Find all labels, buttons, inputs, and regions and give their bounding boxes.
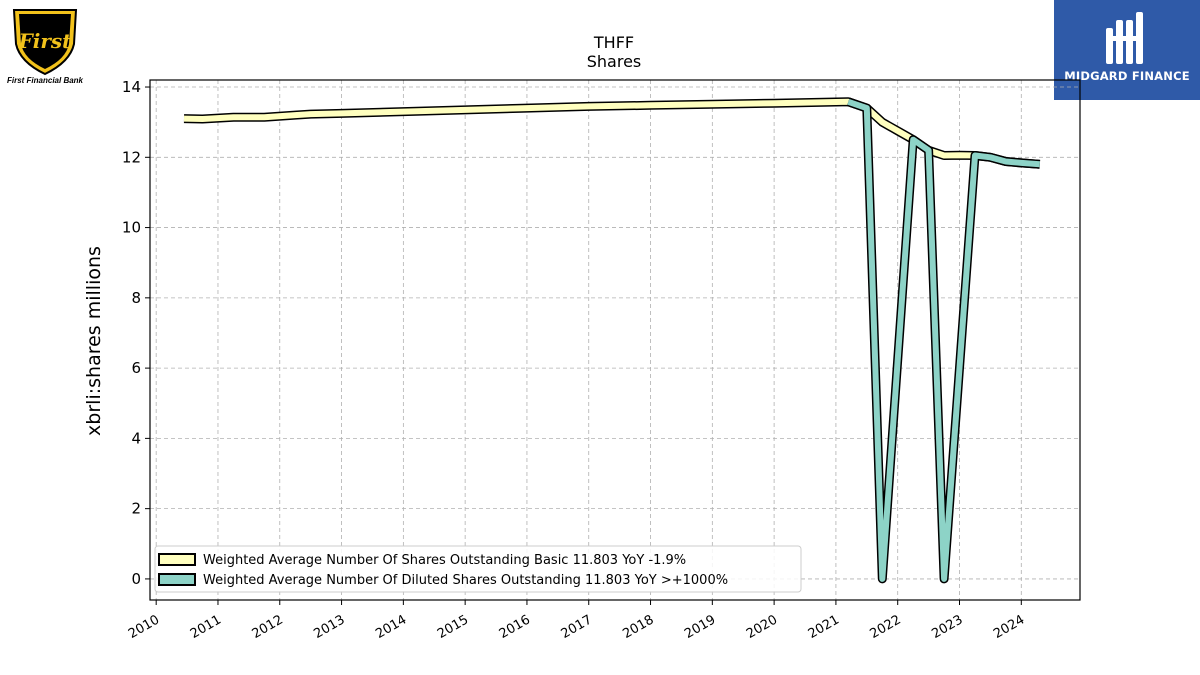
logo-bank-name: First Financial Bank [7,76,84,85]
grid-lines [150,80,1080,600]
series-line-0 [183,98,1041,168]
x-tick-label: 2021 [806,612,842,642]
legend: Weighted Average Number Of Shares Outsta… [154,545,802,593]
y-tick-label: 4 [131,429,141,447]
x-tick-label: 2017 [559,612,595,642]
x-tick-label: 2018 [620,612,656,642]
y-tick-label: 8 [131,289,141,307]
series-line-1 [847,98,1041,582]
x-tick-label: 2016 [497,612,533,642]
x-tick-label: 2011 [188,612,224,642]
midgard-logo-text: MIDGARD FINANCE [1064,69,1190,83]
legend-box [154,545,802,593]
logo-script-text: First [18,29,73,53]
x-tick-label: 2013 [311,612,347,642]
x-tick-label: 2019 [682,612,718,642]
y-tick-label: 6 [131,359,141,377]
x-tick-label: 2010 [126,612,162,642]
shield-logo-icon: First First Financial Bank [7,9,84,85]
midgard-mark-icon [1106,12,1143,64]
y-tick-label: 12 [122,148,141,166]
y-tick-label: 14 [122,78,141,96]
legend-label-0: Weighted Average Number Of Shares Outsta… [203,553,686,568]
chart-title: THFF [593,33,634,52]
x-tick-label: 2012 [250,612,286,642]
legend-swatch-0 [158,553,196,566]
legend-swatch-1 [158,573,196,586]
x-tick-label: 2024 [991,612,1027,642]
midgard-finance-logo: MIDGARD FINANCE [1054,0,1200,100]
y-tick-label: 0 [131,570,141,588]
series-lines [183,97,1041,584]
x-tick-label: 2014 [373,612,409,642]
y-axis-label: xbrli:shares millions [83,246,105,436]
first-financial-bank-logo: First First Financial Bank [4,4,86,86]
chart-subtitle: Shares [587,52,642,71]
plot-frame [149,79,1081,601]
y-tick-label: 10 [122,219,141,237]
x-tick-label: 2023 [929,612,965,642]
x-tick-label: 2020 [744,612,780,642]
legend-label-1: Weighted Average Number Of Diluted Share… [203,573,728,588]
y-tick-label: 2 [131,500,141,518]
x-tick-label: 2022 [868,612,904,642]
x-tick-label: 2015 [435,612,471,642]
